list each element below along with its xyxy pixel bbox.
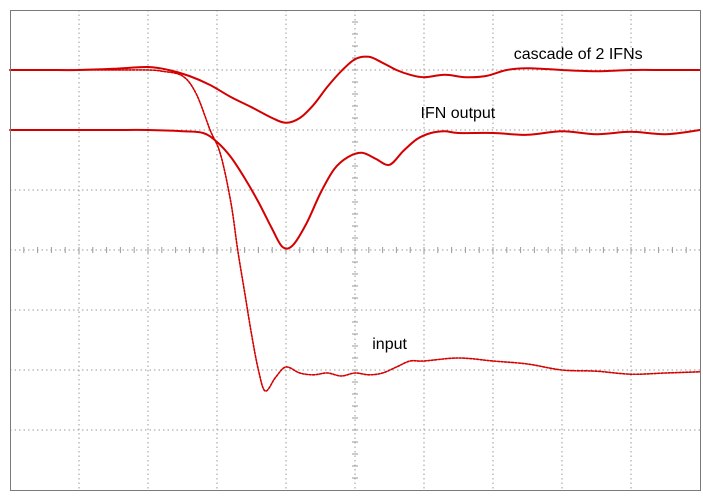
trace-label-input: input [372,336,407,353]
trace-label-cascade-of-2-ifns: cascade of 2 IFNs [514,46,643,63]
center-axis-ticks [23,21,687,479]
traces [9,55,701,392]
screen-border [10,10,701,491]
trace-cascade-of-2-ifns [9,55,701,124]
trace-label-ifn-output: IFN output [421,105,496,122]
trace-input [9,69,701,392]
trace-ifn-output [9,128,701,250]
trace-labels: cascade of 2 IFNs IFN output input [372,46,642,353]
